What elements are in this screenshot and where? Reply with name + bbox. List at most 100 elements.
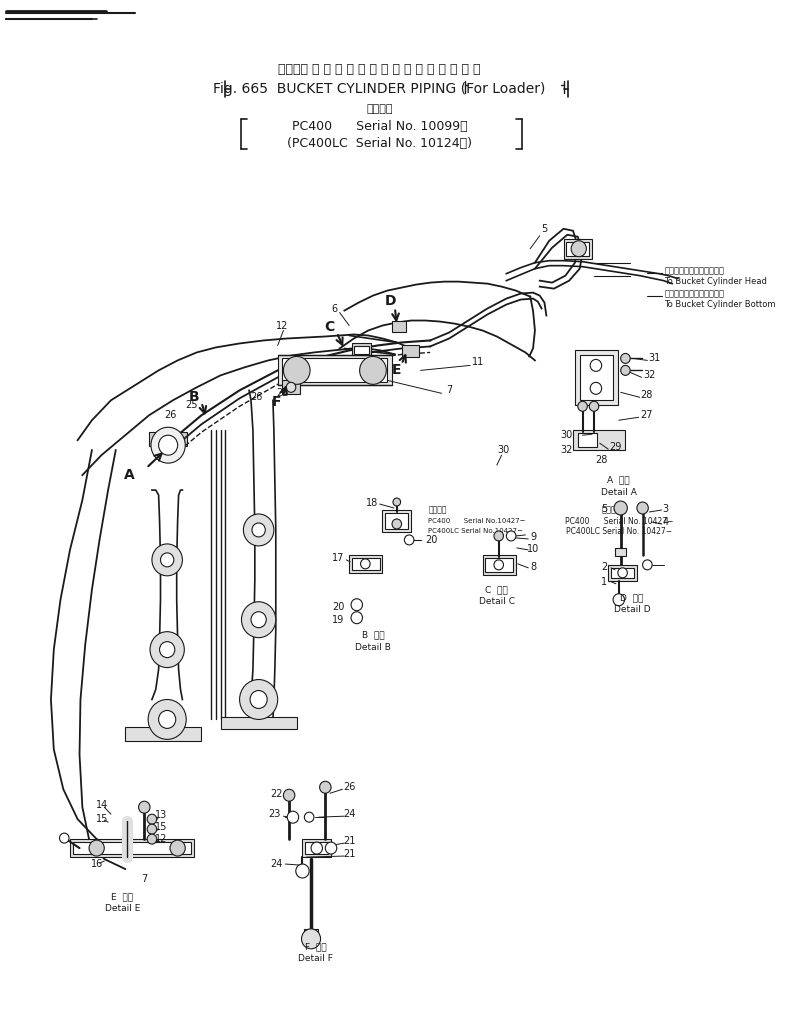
Text: 1: 1 xyxy=(601,577,607,587)
Bar xyxy=(578,433,597,447)
Circle shape xyxy=(506,531,516,541)
Circle shape xyxy=(170,840,185,856)
Text: 27: 27 xyxy=(640,410,653,420)
Text: PC400      Serial No. 10427−: PC400 Serial No. 10427− xyxy=(564,518,673,527)
Text: 5: 5 xyxy=(541,224,548,234)
Text: B: B xyxy=(188,391,200,404)
Bar xyxy=(305,842,328,854)
Text: 7: 7 xyxy=(446,386,452,395)
Bar xyxy=(349,554,382,573)
Text: 12: 12 xyxy=(155,834,168,844)
Text: 28: 28 xyxy=(595,455,608,465)
Circle shape xyxy=(393,498,401,506)
Text: 適用号機: 適用号機 xyxy=(601,505,621,515)
Bar xyxy=(152,438,184,446)
Circle shape xyxy=(351,612,363,624)
Text: 18: 18 xyxy=(366,498,378,508)
Text: 24: 24 xyxy=(270,859,282,870)
Circle shape xyxy=(151,428,185,463)
Bar xyxy=(611,568,634,578)
Text: 29: 29 xyxy=(610,442,622,452)
Text: 13: 13 xyxy=(155,810,168,820)
Text: To Bucket Cylinder Head: To Bucket Cylinder Head xyxy=(665,277,767,286)
Circle shape xyxy=(494,531,503,541)
Text: 21: 21 xyxy=(343,836,355,846)
Circle shape xyxy=(283,789,295,801)
Circle shape xyxy=(242,602,276,637)
Text: PC400      Serial No.10427−: PC400 Serial No.10427− xyxy=(429,518,525,524)
Circle shape xyxy=(311,842,323,854)
Circle shape xyxy=(621,353,630,363)
Bar xyxy=(70,839,194,857)
Circle shape xyxy=(147,825,157,834)
Bar xyxy=(564,238,592,259)
Bar xyxy=(566,241,589,256)
Bar xyxy=(220,717,297,729)
Circle shape xyxy=(637,502,648,514)
Text: 30: 30 xyxy=(498,445,510,455)
Bar xyxy=(282,358,387,383)
Text: 26: 26 xyxy=(250,392,263,402)
Circle shape xyxy=(60,833,69,843)
Circle shape xyxy=(148,700,186,740)
Circle shape xyxy=(138,801,150,813)
Text: 12: 12 xyxy=(277,320,289,330)
Text: E: E xyxy=(392,363,401,377)
Text: 21: 21 xyxy=(343,849,355,859)
Circle shape xyxy=(621,365,630,375)
Circle shape xyxy=(642,560,652,570)
Text: Detail B: Detail B xyxy=(355,643,391,652)
Circle shape xyxy=(351,598,363,611)
Bar xyxy=(608,565,637,581)
Circle shape xyxy=(287,811,299,824)
Circle shape xyxy=(150,631,184,668)
Text: 8: 8 xyxy=(530,562,536,572)
Text: F  詳細: F 詳細 xyxy=(305,942,327,951)
Text: A: A xyxy=(124,469,135,482)
Text: 6: 6 xyxy=(332,304,338,314)
Circle shape xyxy=(251,612,266,628)
Circle shape xyxy=(589,401,599,411)
Bar xyxy=(304,929,318,937)
Text: Detail E: Detail E xyxy=(105,904,140,914)
Text: PC400LC Serial No. 10427−: PC400LC Serial No. 10427− xyxy=(566,528,672,536)
Text: D  詳細: D 詳細 xyxy=(620,593,644,603)
Circle shape xyxy=(494,560,503,570)
Bar xyxy=(382,510,411,532)
Circle shape xyxy=(283,356,310,385)
Circle shape xyxy=(296,864,309,878)
Text: 5: 5 xyxy=(601,504,607,514)
Text: Detail C: Detail C xyxy=(479,597,515,607)
Text: 20: 20 xyxy=(332,602,344,612)
Circle shape xyxy=(161,552,174,567)
Text: Fig. 665  BUCKET CYLINDER PIPING (For Loader): Fig. 665 BUCKET CYLINDER PIPING (For Loa… xyxy=(213,82,546,96)
Circle shape xyxy=(89,840,104,856)
Text: 2: 2 xyxy=(601,562,607,572)
Bar xyxy=(352,558,380,570)
Circle shape xyxy=(361,559,370,569)
Text: F: F xyxy=(272,395,281,409)
Circle shape xyxy=(359,356,386,385)
Text: 25: 25 xyxy=(276,389,289,398)
Text: バケット シ リ ン ダ パ イ ピ ン グ （ ロ ー ダ 用 ）: バケット シ リ ン ダ パ イ ピ ン グ （ ロ ー ダ 用 ） xyxy=(278,62,481,76)
Bar xyxy=(354,347,369,354)
Circle shape xyxy=(158,710,176,728)
Circle shape xyxy=(147,834,157,844)
Bar xyxy=(483,554,516,575)
Text: 7: 7 xyxy=(142,874,147,884)
Circle shape xyxy=(304,812,314,822)
Bar xyxy=(401,346,419,357)
Text: D: D xyxy=(384,294,396,308)
Text: (PC400LC  Serial No. 10124～): (PC400LC Serial No. 10124～) xyxy=(287,136,472,149)
Circle shape xyxy=(392,519,401,529)
Text: C  詳細: C 詳細 xyxy=(486,585,508,594)
Text: 9: 9 xyxy=(530,532,536,542)
Text: 11: 11 xyxy=(471,357,484,367)
Circle shape xyxy=(239,679,277,719)
Bar xyxy=(277,355,392,386)
Circle shape xyxy=(578,401,588,411)
Circle shape xyxy=(250,691,267,709)
Text: To Bucket Cylinder Bottom: To Bucket Cylinder Bottom xyxy=(665,300,776,309)
Bar xyxy=(352,344,371,357)
Text: 15: 15 xyxy=(155,822,168,832)
